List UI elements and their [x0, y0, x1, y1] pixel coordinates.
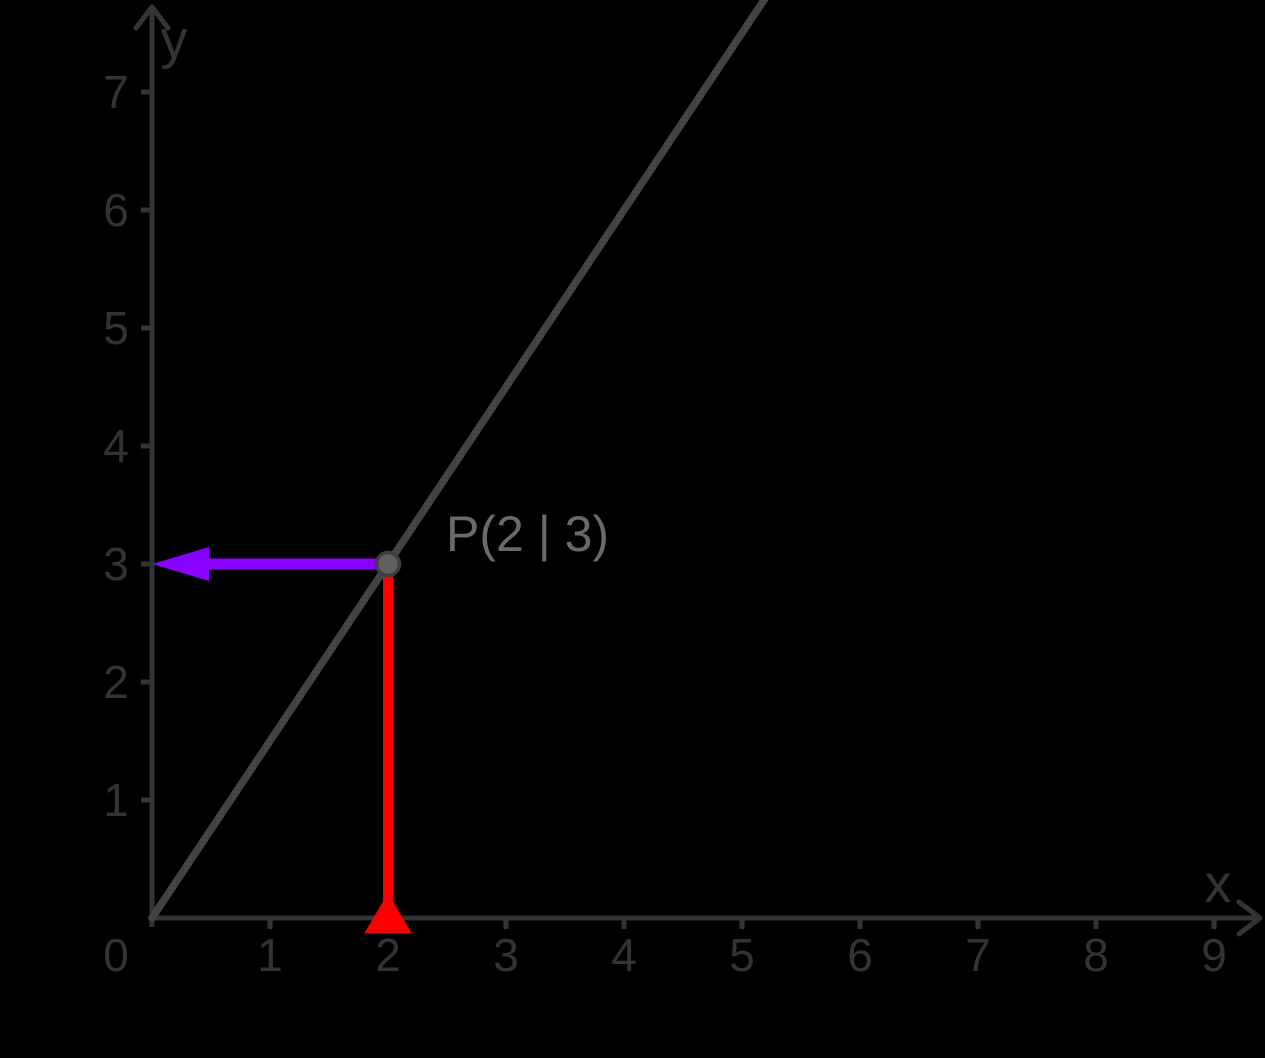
y-tick-label: 1 — [103, 774, 129, 826]
x-axis-arrow-icon — [1236, 899, 1263, 937]
x-tick-label: 8 — [1083, 929, 1109, 981]
point-P[interactable] — [374, 550, 402, 578]
y-value-arrow-head-icon[interactable] — [152, 547, 209, 581]
x-tick-label: 7 — [965, 929, 991, 981]
x-tick-label: 9 — [1201, 929, 1227, 981]
x-tick-label: 6 — [847, 929, 873, 981]
x-tick-label: 5 — [729, 929, 755, 981]
x-tick-label: 1 — [257, 929, 283, 981]
x-value-arrow-head-icon[interactable] — [364, 893, 412, 933]
y-axis-arrow-icon — [133, 4, 171, 31]
y-tick-label: 2 — [103, 656, 129, 708]
y-tick-label: 6 — [103, 184, 129, 236]
y-tick-label: 4 — [103, 420, 129, 472]
line-through-origin[interactable] — [148, 0, 769, 922]
x-tick-label: 2 — [375, 929, 401, 981]
y-axis-label: y — [161, 10, 188, 70]
y-tick-label: 5 — [103, 302, 129, 354]
y-tick-label: 7 — [103, 66, 129, 118]
x-axis-label: x — [1205, 854, 1232, 914]
x-tick-label: 3 — [493, 929, 519, 981]
origin-label: 0 — [103, 929, 129, 981]
point-P-label: P(2 | 3) — [446, 506, 609, 562]
x-tick-label: 4 — [611, 929, 637, 981]
y-tick-label: 3 — [103, 538, 129, 590]
